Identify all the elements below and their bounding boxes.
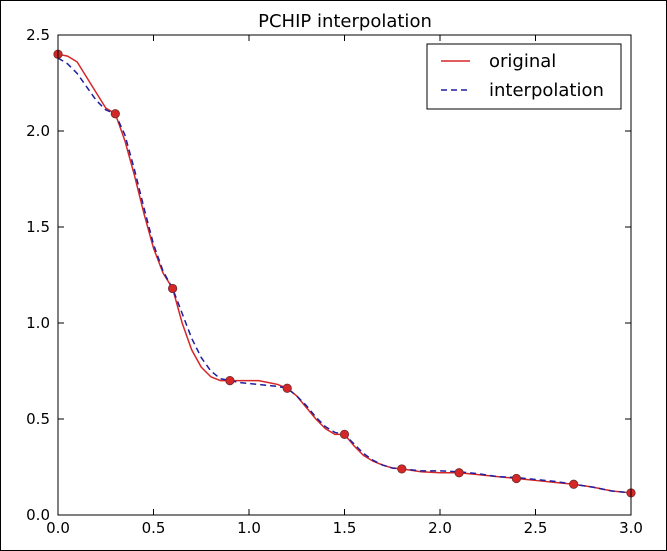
legend-box	[426, 43, 622, 110]
data-point-marker	[282, 383, 292, 393]
legend-label-interpolation: interpolation	[489, 80, 604, 101]
data-point-marker	[397, 464, 407, 474]
y-tick-label: 1.5	[26, 218, 50, 236]
data-point-marker	[511, 473, 522, 484]
x-tick-label: 0.0	[46, 519, 70, 537]
y-tick-label: 2.0	[26, 122, 50, 140]
series-line-interpolation	[57, 57, 632, 494]
x-tick-label: 3.0	[619, 519, 643, 537]
legend: original interpolation	[426, 43, 622, 110]
y-tick-label: 0.5	[26, 410, 50, 428]
data-point-marker	[569, 479, 579, 489]
x-tick-label: 1.5	[333, 519, 357, 537]
x-tick-label: 1.0	[237, 519, 261, 537]
x-tick-label: 0.5	[142, 519, 166, 537]
plot-area: 0.0 0.5 1.0 1.5 2.0 2.5 3.0 0.0 0.5 1.0 1.5 2.0 2.5	[26, 26, 643, 537]
y-tick-label: 1.0	[26, 314, 50, 332]
data-point-marker	[339, 429, 350, 439]
chart-title: PCHIP interpolation	[258, 11, 432, 32]
legend-label-original: original	[489, 51, 556, 72]
y-tick-label: 0.0	[26, 506, 50, 524]
data-point-marker	[454, 468, 464, 478]
y-tick-label: 2.5	[26, 26, 50, 44]
data-point-marker	[225, 375, 235, 386]
data-point-marker	[110, 109, 120, 119]
series-line-original	[57, 53, 632, 494]
x-tick-label: 2.5	[524, 519, 548, 537]
x-tick-label: 2.0	[428, 519, 452, 537]
data-point-marker	[168, 283, 178, 294]
